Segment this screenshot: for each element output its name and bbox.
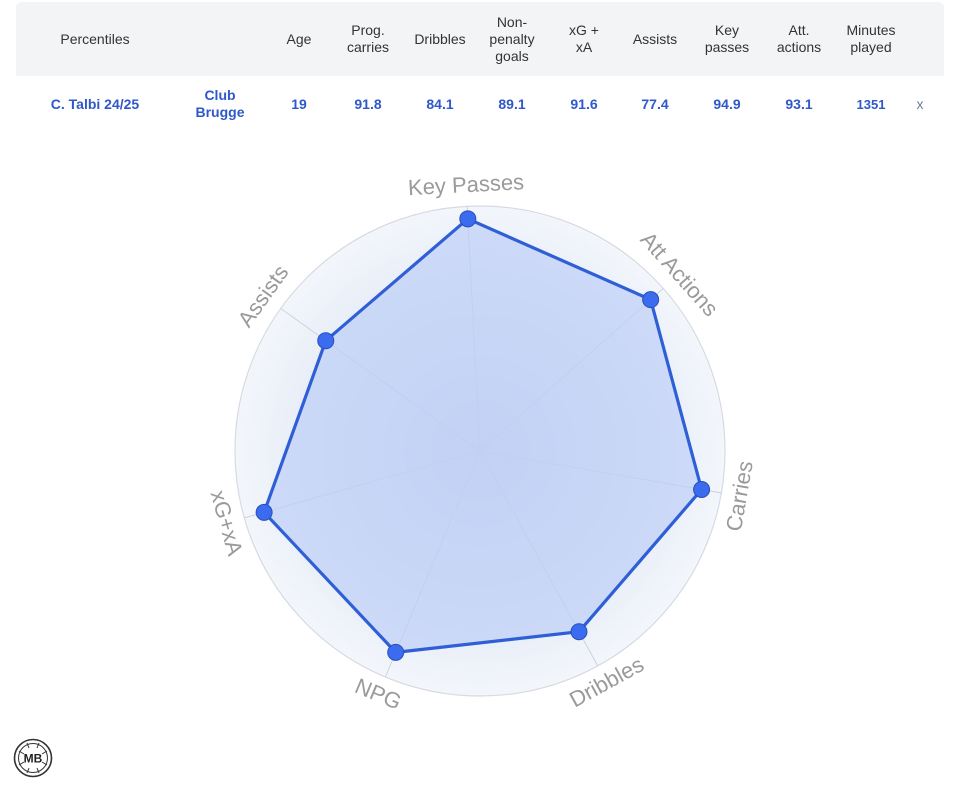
value-att-actions: 93.1: [785, 95, 813, 112]
value-minutes: 1351: [856, 96, 886, 112]
club-name: Club Brugge: [195, 87, 245, 120]
value-dribbles: 84.1: [426, 95, 454, 112]
header-percentiles: Percentiles: [60, 30, 130, 47]
radar-point-key-passes[interactable]: [459, 210, 477, 228]
remove-row-button[interactable]: x: [916, 95, 924, 112]
header-minutes[interactable]: Minutes played: [846, 22, 896, 55]
header-key-passes[interactable]: Key passes: [704, 22, 750, 55]
value-key-passes: 94.9: [713, 95, 741, 112]
value-xgxa: 91.6: [570, 95, 598, 112]
radar-point-dribbles[interactable]: [570, 623, 588, 641]
header-att-actions[interactable]: Att. actions: [776, 22, 822, 55]
logo-text: MB: [24, 752, 43, 766]
header-dribbles[interactable]: Dribbles: [414, 30, 466, 47]
header-npg[interactable]: Non- penalty goals: [489, 13, 535, 64]
radar-point-xg-xa[interactable]: [255, 503, 273, 521]
radar-point-att-actions[interactable]: [642, 291, 660, 309]
radar-axis-label-key-passes: Key Passes: [407, 169, 524, 200]
value-prog-carries: 91.8: [354, 95, 382, 112]
radar-axis-label-carries: Carries: [721, 459, 758, 533]
header-prog-carries[interactable]: Prog. carries: [346, 22, 389, 55]
percentiles-table: Percentiles Age Prog. carries Dribbles N…: [16, 2, 944, 132]
header-xgxa[interactable]: xG + xA: [569, 22, 599, 55]
radar-point-npg[interactable]: [387, 643, 405, 661]
value-assists: 77.4: [641, 95, 669, 112]
radar-series-area: [262, 217, 704, 654]
radar-point-assists[interactable]: [317, 332, 335, 350]
mb-badge-icon: MB: [13, 738, 53, 778]
radar-point-carries[interactable]: [693, 481, 711, 499]
header-age[interactable]: Age: [286, 30, 312, 47]
table-header-row: Percentiles Age Prog. carries Dribbles N…: [16, 2, 944, 76]
table-row: C. Talbi 24/25 Club Brugge 19 91.8 84.1 …: [16, 76, 944, 132]
header-assists[interactable]: Assists: [632, 30, 678, 47]
value-npg: 89.1: [498, 95, 526, 112]
player-name: C. Talbi 24/25: [50, 95, 140, 112]
value-age: 19: [291, 95, 307, 112]
